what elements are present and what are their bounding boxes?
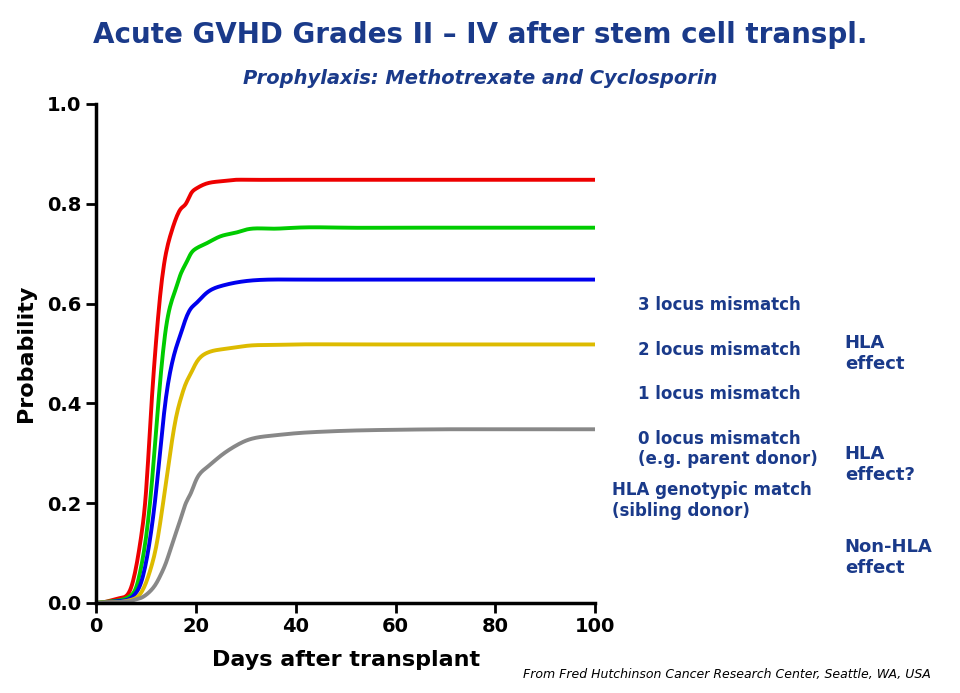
Y-axis label: Probability: Probability [16, 285, 36, 422]
Text: Acute GVHD Grades II – IV after stem cell transpl.: Acute GVHD Grades II – IV after stem cel… [93, 21, 867, 49]
Text: HLA
effect?: HLA effect? [845, 445, 915, 484]
Text: Prophylaxis: Methotrexate and Cyclosporin: Prophylaxis: Methotrexate and Cyclospori… [243, 69, 717, 88]
Text: HLA
effect: HLA effect [845, 334, 904, 373]
Text: 3 locus mismatch: 3 locus mismatch [638, 296, 802, 314]
X-axis label: Days after transplant: Days after transplant [211, 651, 480, 670]
Text: From Fred Hutchinson Cancer Research Center, Seattle, WA, USA: From Fred Hutchinson Cancer Research Cen… [523, 667, 931, 681]
Text: 2 locus mismatch: 2 locus mismatch [638, 341, 802, 359]
Text: HLA genotypic match
(sibling donor): HLA genotypic match (sibling donor) [612, 481, 812, 520]
Text: 0 locus mismatch
(e.g. parent donor): 0 locus mismatch (e.g. parent donor) [638, 430, 818, 468]
Text: 1 locus mismatch: 1 locus mismatch [638, 385, 801, 403]
Text: Non-HLA
effect: Non-HLA effect [845, 538, 932, 577]
